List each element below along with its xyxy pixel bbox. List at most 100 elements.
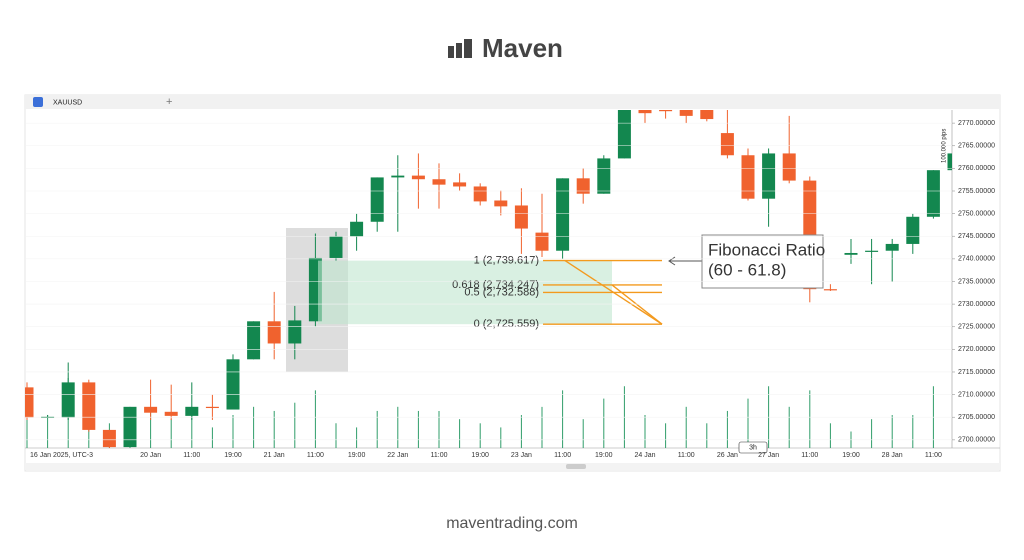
fib-label: 0.5 (2,732.588)	[464, 286, 539, 298]
symbol-tab[interactable]: XAUUSD	[53, 99, 82, 106]
x-tick-label: 19:00	[595, 452, 613, 459]
candle-body	[391, 175, 405, 178]
annotation-box	[701, 234, 824, 289]
x-tick-label: 11:00	[431, 452, 448, 459]
candle-body	[556, 178, 570, 251]
candle-body	[453, 182, 467, 187]
add-tab[interactable]: +	[166, 96, 172, 108]
fib-label: 1 (2,739.617)	[474, 255, 539, 267]
candle-body	[679, 110, 693, 116]
y-tick-label: 2740.00000	[958, 256, 995, 263]
candle-body	[782, 153, 796, 181]
x-tick-label: 11:00	[801, 452, 818, 459]
candle-body	[617, 110, 631, 159]
fib-trend	[564, 260, 663, 325]
candle-body	[844, 252, 858, 255]
candle-body	[576, 178, 590, 194]
annotation-text: Fibonacci Ratio	[708, 240, 825, 259]
candle-body	[205, 406, 219, 409]
candle-body	[638, 110, 652, 114]
candle-body	[329, 236, 343, 258]
candle-body	[82, 382, 96, 430]
x-tick-label: 11:00	[183, 452, 200, 459]
y-tick-label: 2720.00000	[958, 346, 995, 353]
candle-body	[144, 406, 158, 413]
y-tick-label: 2755.00000	[958, 188, 995, 195]
candle-body	[494, 200, 508, 207]
annotation-arrowhead	[668, 256, 676, 266]
y-tick-label: 2725.00000	[958, 324, 995, 331]
x-tick-label: 19:00	[471, 452, 489, 459]
candle-body	[102, 429, 116, 448]
x-tick-label: 23 Jan	[511, 452, 532, 459]
x-tick-label: 19:00	[842, 452, 860, 459]
candle-body	[473, 186, 487, 202]
x-tick-label: 19:00	[224, 452, 242, 459]
y-tick-label: 2735.00000	[958, 278, 995, 285]
candle-body	[370, 177, 384, 222]
candle-body	[514, 205, 528, 229]
candle-body	[720, 133, 734, 156]
candle-body	[659, 110, 673, 112]
candle-body	[700, 110, 714, 120]
symbol-icon[interactable]	[33, 97, 43, 107]
candle-body	[906, 216, 920, 244]
y-tick-label: 2750.00000	[958, 210, 995, 217]
candle-body	[288, 320, 302, 344]
candle-body	[926, 170, 940, 217]
candle-body	[247, 321, 261, 360]
candle-body	[226, 359, 240, 410]
toolbar	[25, 95, 1000, 109]
y-tick-label: 2770.00000	[958, 120, 995, 127]
candle-body	[123, 406, 137, 448]
y-tick-label: 2745.00000	[958, 233, 995, 240]
x-tick-label: 28 Jan	[882, 452, 903, 459]
candle-body	[432, 179, 446, 185]
y-tick-label: 2730.00000	[958, 301, 995, 308]
y-tick-label: 2710.00000	[958, 391, 995, 398]
y-tick-label: 2700.00000	[958, 437, 995, 444]
x-tick-label: 24 Jan	[634, 452, 655, 459]
x-tick-label: 16 Jan 2025, UTC-3	[30, 452, 93, 459]
candle-body	[885, 243, 899, 251]
candle-body	[741, 155, 755, 199]
x-tick-label: 19:00	[348, 452, 366, 459]
candle-body	[350, 221, 364, 237]
x-tick-label: 11:00	[925, 452, 942, 459]
annotation-text: (60 - 61.8)	[708, 260, 786, 279]
fib-label: 0 (2,725.559)	[474, 318, 539, 330]
brand-name: Maven	[482, 33, 563, 63]
interval-badge[interactable]: 3h	[749, 444, 757, 451]
y-tick-label: 2765.00000	[958, 143, 995, 150]
x-tick-label: 11:00	[678, 452, 695, 459]
candle-body	[762, 153, 776, 199]
y-tick-label: 2760.00000	[958, 165, 995, 172]
candle-body	[185, 406, 199, 416]
x-tick-label: 11:00	[554, 452, 571, 459]
candle-body	[865, 250, 879, 252]
candle-body	[535, 232, 549, 251]
brand-logo	[448, 39, 472, 58]
candle-body	[823, 289, 837, 291]
candle-body	[164, 411, 178, 416]
candle-body	[61, 382, 75, 418]
fib-trend	[611, 284, 663, 325]
x-tick-label: 11:00	[307, 452, 324, 459]
x-tick-label: 26 Jan	[717, 452, 738, 459]
candle-body	[411, 175, 425, 180]
candle-body	[597, 158, 611, 194]
scrollbar[interactable]	[25, 463, 1000, 470]
x-tick-label: 20 Jan	[140, 452, 161, 459]
y-tick-label: 2705.00000	[958, 414, 995, 421]
candle-body	[947, 153, 952, 171]
x-tick-label: 21 Jan	[264, 452, 285, 459]
x-tick-label: 27 Jan	[758, 452, 779, 459]
footer-url: maventrading.com	[446, 515, 578, 532]
overlay: 1 (2,739.617) 0.618 (2,734.247)0.5 (2,732…	[318, 234, 825, 330]
interval-badge-box[interactable]	[738, 441, 768, 454]
candle-body	[25, 387, 34, 418]
y-tick-label: 2715.00000	[958, 369, 995, 376]
fib-label: 0.618 (2,734.247)	[452, 279, 539, 291]
scroll-thumb[interactable]	[566, 464, 586, 469]
